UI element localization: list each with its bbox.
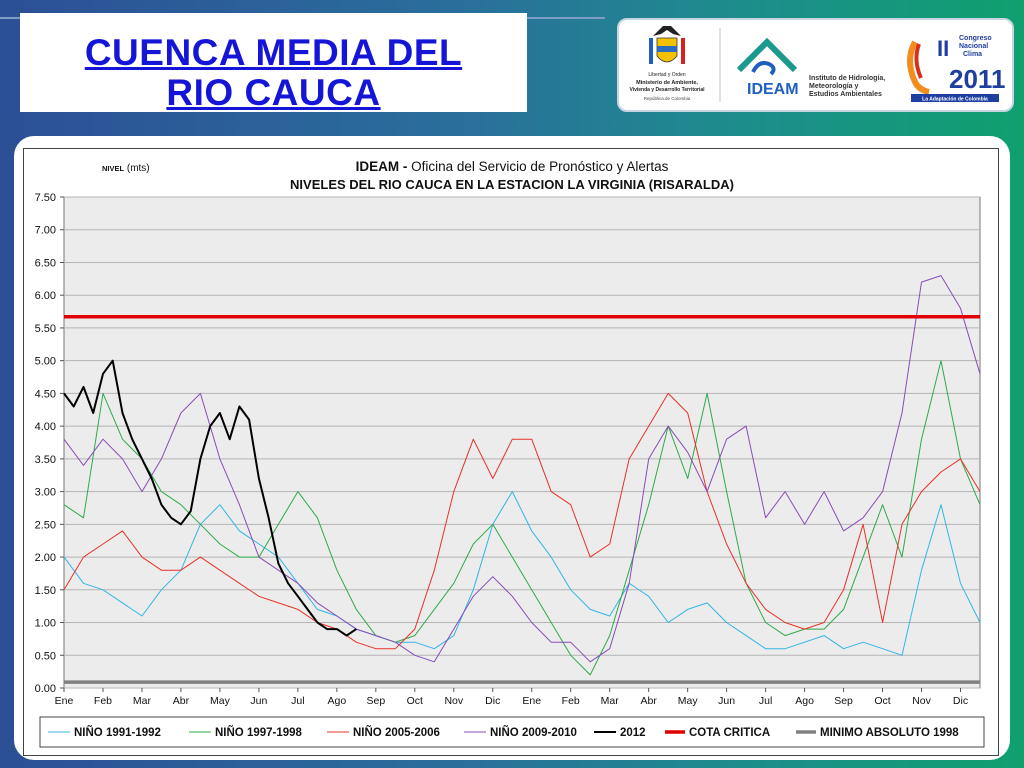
y-tick-label: 7.50 — [35, 192, 56, 204]
legend-label: NIÑO 2009-2010 — [490, 726, 577, 739]
y-tick-label: 0.50 — [35, 650, 56, 662]
legend-label: MINIMO ABSOLUTO 1998 — [820, 727, 959, 739]
coat-of-arms-icon — [649, 26, 685, 64]
legend-label: 2012 — [620, 727, 646, 739]
congreso-text-2: Nacional — [959, 43, 988, 50]
y-tick-label: 0.00 — [35, 683, 56, 695]
x-tick-label: Ene — [522, 695, 541, 707]
congreso-tag: La Adaptación de Colombia — [922, 97, 988, 103]
ministerio-text-1: Libertad y Orden — [648, 72, 685, 78]
x-tick-label: Nov — [912, 695, 931, 707]
congreso-clima-logo-icon — [907, 40, 999, 102]
y-tick-label: 1.50 — [35, 585, 56, 597]
slide-title-line1: CUENCA MEDIA DEL — [84, 32, 463, 73]
y-tick-label: 4.50 — [35, 388, 56, 400]
ideam-name: IDEAM — [747, 81, 799, 98]
level-chart: NIVEL (mts) IDEAM - Oficina del Servicio… — [35, 159, 985, 748]
x-tick-label: Feb — [562, 695, 580, 707]
chart-frame: NIVEL (mts) IDEAM - Oficina del Servicio… — [23, 148, 999, 756]
x-tick-label: Jul — [291, 695, 304, 707]
congreso-text-1: Congreso — [959, 35, 992, 42]
x-tick-label: Abr — [641, 695, 658, 707]
ministerio-text-3: Vivienda y Desarrollo Territorial — [629, 87, 705, 93]
x-tick-label: Nov — [444, 695, 463, 707]
series-line-4 — [63, 359, 357, 637]
y-tick-label: 2.00 — [35, 552, 56, 564]
y-tick-label: 4.00 — [35, 421, 56, 433]
y-tick-label: 1.00 — [35, 618, 56, 630]
legend-label: NIÑO 1997-1998 — [215, 726, 303, 739]
x-tick-label: Oct — [874, 695, 890, 707]
x-tick-label: May — [210, 695, 231, 707]
series-line-0 — [63, 491, 981, 656]
x-tick-label: Ago — [328, 695, 347, 707]
x-tick-label: Oct — [407, 695, 423, 707]
x-tick-label: May — [678, 695, 699, 707]
series-line-2 — [63, 392, 981, 650]
series-line-1 — [63, 360, 981, 676]
x-tick-label: Sep — [834, 695, 853, 707]
x-tick-label: Jun — [250, 695, 267, 707]
x-tick-label: Jul — [759, 695, 772, 707]
x-tick-label: Jun — [718, 695, 735, 707]
ideam-desc-1: Instituto de Hidrología, — [809, 75, 885, 82]
legend-label: NIÑO 1991-1992 — [74, 726, 161, 739]
x-tick-label: Mar — [601, 695, 620, 707]
y-tick-label: 2.50 — [35, 519, 56, 531]
x-tick-label: Dic — [485, 695, 500, 707]
slide-title-line2: RIO CAUCA — [166, 72, 381, 113]
x-tick-label: Feb — [94, 695, 112, 707]
series-line-3 — [63, 275, 981, 663]
congreso-roman: II — [937, 36, 949, 61]
plot-area — [63, 196, 981, 689]
y-tick-label: 5.00 — [35, 356, 56, 368]
x-tick-label: Mar — [133, 695, 152, 707]
chart-subtitle: NIVELES DEL RIO CAUCA EN LA ESTACION LA … — [290, 177, 734, 192]
legend-label: COTA CRITICA — [689, 727, 770, 739]
ideam-desc-3: Estudios Ambientales — [809, 91, 882, 98]
x-tick-label: Ago — [795, 695, 814, 707]
y-tick-label: 6.00 — [35, 290, 56, 302]
y-tick-label: 5.50 — [35, 323, 56, 335]
ministerio-text-4: República de Colombia — [644, 96, 691, 101]
y-tick-label: 3.50 — [35, 454, 56, 466]
chart-title: IDEAM - Oficina del Servicio de Pronósti… — [356, 159, 669, 174]
congreso-year: 2011 — [949, 64, 1005, 94]
legend-label: NIÑO 2005-2006 — [353, 726, 440, 739]
y-tick-label: 3.00 — [35, 487, 56, 499]
x-tick-label: Dic — [953, 695, 968, 707]
x-tick-label: Abr — [173, 695, 190, 707]
ideam-desc-2: Meteorología y — [809, 83, 859, 90]
logo-bar: Libertad y Orden Ministerio de Ambiente,… — [617, 18, 1014, 112]
ministerio-text-2: Ministerio de Ambiente, — [636, 80, 698, 86]
slide-title-box: CUENCA MEDIA DEL RIO CAUCA — [20, 13, 527, 113]
x-tick-label: Sep — [366, 695, 385, 707]
y-tick-label: 6.50 — [35, 257, 56, 269]
ideam-logo-icon — [736, 37, 798, 76]
y-tick-label: 7.00 — [35, 225, 56, 237]
y-axis-label: NIVEL (mts) — [102, 163, 150, 174]
x-tick-label: Ene — [55, 695, 74, 707]
congreso-text-3: Clima — [963, 51, 982, 58]
